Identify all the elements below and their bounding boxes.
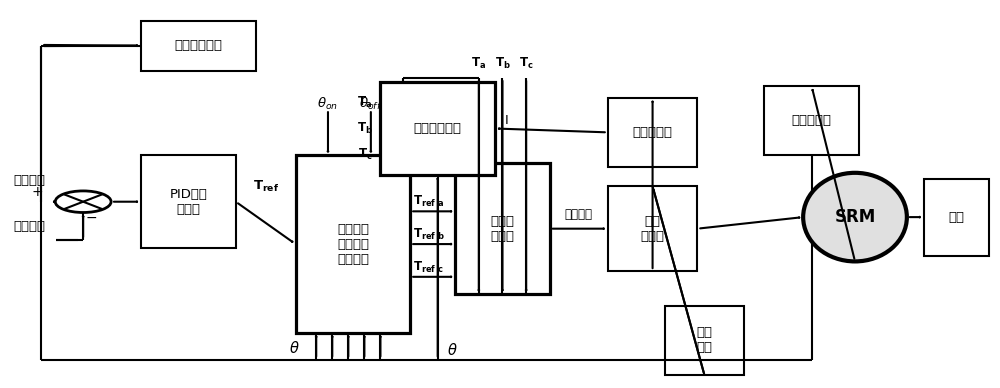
- Text: $\mathbf{T_b}$: $\mathbf{T_b}$: [495, 55, 510, 71]
- Text: 直流
电源: 直流 电源: [696, 326, 712, 354]
- Text: 转矩滞
环控制: 转矩滞 环控制: [490, 215, 514, 242]
- FancyBboxPatch shape: [296, 156, 410, 333]
- FancyBboxPatch shape: [141, 21, 256, 71]
- Text: 转速计算模块: 转速计算模块: [174, 39, 222, 52]
- Text: +: +: [31, 185, 43, 199]
- Text: 区间分段
转矩分配
函数模块: 区间分段 转矩分配 函数模块: [337, 223, 369, 265]
- Text: $\mathbf{T_{ref\ b}}$: $\mathbf{T_{ref\ b}}$: [413, 227, 445, 242]
- Text: $\theta$: $\theta$: [447, 342, 458, 358]
- FancyBboxPatch shape: [141, 156, 236, 248]
- Text: $\mathbf{T_{ref\ a}}$: $\mathbf{T_{ref\ a}}$: [413, 194, 444, 209]
- Text: $\theta_{on}$: $\theta_{on}$: [317, 95, 338, 111]
- FancyBboxPatch shape: [764, 86, 859, 156]
- Text: 转矩计算模块: 转矩计算模块: [414, 122, 462, 135]
- Text: $\mathbf{T_{ref}}$: $\mathbf{T_{ref}}$: [253, 179, 279, 194]
- Text: 转速给定: 转速给定: [13, 220, 45, 233]
- FancyBboxPatch shape: [608, 186, 697, 271]
- Text: 实际转速: 实际转速: [13, 174, 45, 187]
- Text: 功率
变换器: 功率 变换器: [641, 215, 665, 242]
- Text: $\mathbf{T_{ref\ c}}$: $\mathbf{T_{ref\ c}}$: [413, 260, 444, 275]
- Text: $\mathbf{T_c}$: $\mathbf{T_c}$: [519, 55, 533, 71]
- Text: 控制信号: 控制信号: [565, 208, 593, 220]
- FancyBboxPatch shape: [608, 98, 697, 167]
- Text: $\mathbf{T_b}$: $\mathbf{T_b}$: [357, 121, 372, 136]
- Text: −: −: [85, 211, 97, 225]
- Text: 电流传感器: 电流传感器: [633, 126, 673, 139]
- Text: 负载: 负载: [948, 211, 964, 223]
- FancyBboxPatch shape: [455, 163, 550, 294]
- Text: 位置传感器: 位置传感器: [792, 114, 832, 127]
- Text: $\mathbf{T_a}$: $\mathbf{T_a}$: [471, 55, 486, 71]
- Text: $\mathbf{T_a}$: $\mathbf{T_a}$: [357, 95, 372, 110]
- FancyBboxPatch shape: [380, 82, 495, 175]
- Text: I: I: [505, 114, 509, 127]
- FancyBboxPatch shape: [665, 306, 744, 375]
- Text: $\theta$: $\theta$: [289, 340, 300, 356]
- Ellipse shape: [803, 173, 907, 262]
- Text: SRM: SRM: [834, 208, 876, 226]
- Text: PID速度
控制器: PID速度 控制器: [169, 188, 207, 216]
- Text: $\mathbf{T_c}$: $\mathbf{T_c}$: [358, 147, 372, 162]
- Text: $\theta_{off}$: $\theta_{off}$: [359, 95, 383, 111]
- FancyBboxPatch shape: [924, 178, 989, 256]
